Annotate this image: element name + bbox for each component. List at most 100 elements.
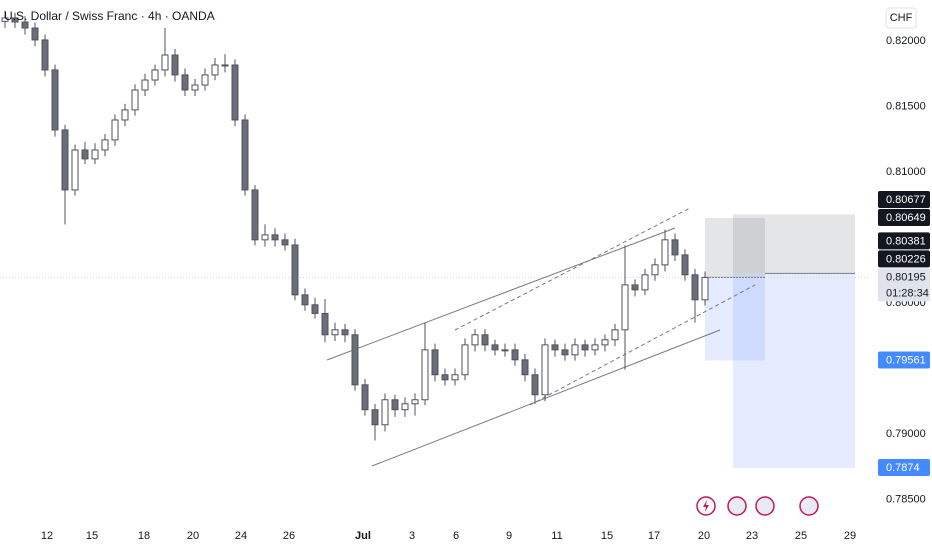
- candle-body: [341, 329, 349, 336]
- channel: [326, 207, 756, 467]
- price-tag-label: 0.80195: [886, 271, 926, 283]
- candle-body: [1, 17, 9, 22]
- target-zone: [705, 277, 765, 361]
- stop-zone: [705, 217, 765, 278]
- candle-body: [61, 129, 69, 191]
- channel-line: [326, 227, 676, 361]
- price-tag-label: 0.79561: [886, 354, 926, 366]
- candle-body: [461, 344, 469, 376]
- candle-body: [21, 21, 29, 29]
- price-tag: [878, 459, 930, 476]
- candle-body: [41, 39, 49, 71]
- candle-body: [621, 284, 629, 331]
- candle-body: [31, 27, 39, 41]
- candle-body: [401, 403, 409, 411]
- y-tick-label: 0.82000: [886, 35, 926, 47]
- x-tick-label: 29: [844, 530, 856, 542]
- candle-body: [161, 54, 169, 71]
- drawing-layer: [0, 214, 870, 468]
- candle-body: [301, 294, 309, 306]
- candle-body: [121, 109, 129, 121]
- y-tick-label: 0.79000: [886, 428, 926, 440]
- price-tag: [878, 250, 930, 268]
- candles: [1, 10, 709, 441]
- countdown: 01:28:34: [886, 287, 929, 299]
- candle-body: [251, 189, 259, 241]
- time-scale: [0, 520, 870, 550]
- axes: 0.820000.815000.810000.800000.790000.785…: [41, 35, 926, 542]
- x-tick-label: 26: [283, 530, 295, 542]
- x-tick-label: 15: [86, 530, 98, 542]
- candle-body: [131, 89, 139, 111]
- y-tick-label: 0.81000: [886, 166, 926, 178]
- candle-body: [281, 239, 289, 246]
- candle-body: [111, 119, 119, 141]
- candle-body: [701, 276, 709, 301]
- price-tag-label: 0.80226: [886, 253, 926, 265]
- price-tag-label: 0.80381: [886, 235, 926, 247]
- candle-body: [361, 384, 369, 411]
- price-tag-label: 0.7874: [886, 462, 920, 474]
- candle-body: [321, 312, 329, 336]
- y-tick-label: 0.81500: [886, 100, 926, 112]
- channel-line: [454, 207, 691, 331]
- price-tag: [878, 351, 930, 369]
- channel-line: [371, 329, 721, 467]
- candle-body: [101, 139, 109, 151]
- x-tick-label: 11: [551, 530, 562, 542]
- x-tick-label: 6: [453, 530, 459, 542]
- channel-line: [529, 284, 756, 406]
- price-tag-label: 0.80677: [886, 194, 926, 206]
- candle-body: [211, 64, 219, 76]
- candle-body: [71, 149, 79, 191]
- candle-body: [241, 119, 249, 191]
- candle-body: [81, 149, 89, 160]
- candle-body: [611, 329, 619, 341]
- candle-body: [371, 409, 379, 426]
- x-tick-label: 17: [648, 530, 660, 542]
- candle-body: [501, 349, 509, 352]
- candle-body: [11, 17, 19, 23]
- price-tag-label: 0.80649: [886, 212, 926, 224]
- event-icon[interactable]: [755, 496, 775, 516]
- currency: CHF: [890, 12, 913, 24]
- candle-body: [331, 329, 339, 336]
- candle-body: [91, 149, 99, 160]
- candle-body: [531, 374, 539, 396]
- candle-body: [671, 239, 679, 256]
- candle-body: [291, 244, 299, 296]
- candle-body: [201, 74, 209, 86]
- candle-body: [651, 264, 659, 276]
- event-icon[interactable]: [799, 496, 819, 516]
- candle-body: [261, 234, 269, 241]
- candle-body: [381, 399, 389, 426]
- x-tick-label: 20: [698, 530, 710, 542]
- x-tick-label: 23: [746, 530, 758, 542]
- chart-title: U.S. Dollar / Swiss Franc · 4h · OANDA: [4, 9, 215, 23]
- candle-body: [271, 234, 279, 241]
- candle-body: [661, 239, 669, 266]
- candle-body: [421, 349, 429, 401]
- candle-body: [221, 64, 229, 67]
- currency-box[interactable]: [885, 7, 917, 29]
- price-tag: [878, 268, 930, 302]
- candle-body: [641, 274, 649, 291]
- candle-body: [691, 274, 699, 301]
- x-tick-label: 18: [138, 530, 150, 542]
- x-tick-label: 24: [235, 530, 247, 542]
- candle-body: [411, 399, 419, 405]
- candle-body: [681, 254, 689, 276]
- candle-body: [481, 334, 489, 346]
- event-icons: [696, 496, 819, 516]
- candle-body: [351, 334, 359, 386]
- price-tags: 0.80677 0.80649 0.80381 0.80226 0.80195 01:28…: [878, 190, 930, 476]
- price-tag: [878, 232, 930, 250]
- price-tag: [878, 190, 930, 208]
- event-icon[interactable]: [727, 496, 747, 516]
- candle-body: [631, 284, 639, 291]
- candle-body: [451, 374, 459, 381]
- x-tick-label: 9: [506, 530, 512, 542]
- x-tick-label: 3: [409, 530, 415, 542]
- candle-body: [561, 349, 569, 356]
